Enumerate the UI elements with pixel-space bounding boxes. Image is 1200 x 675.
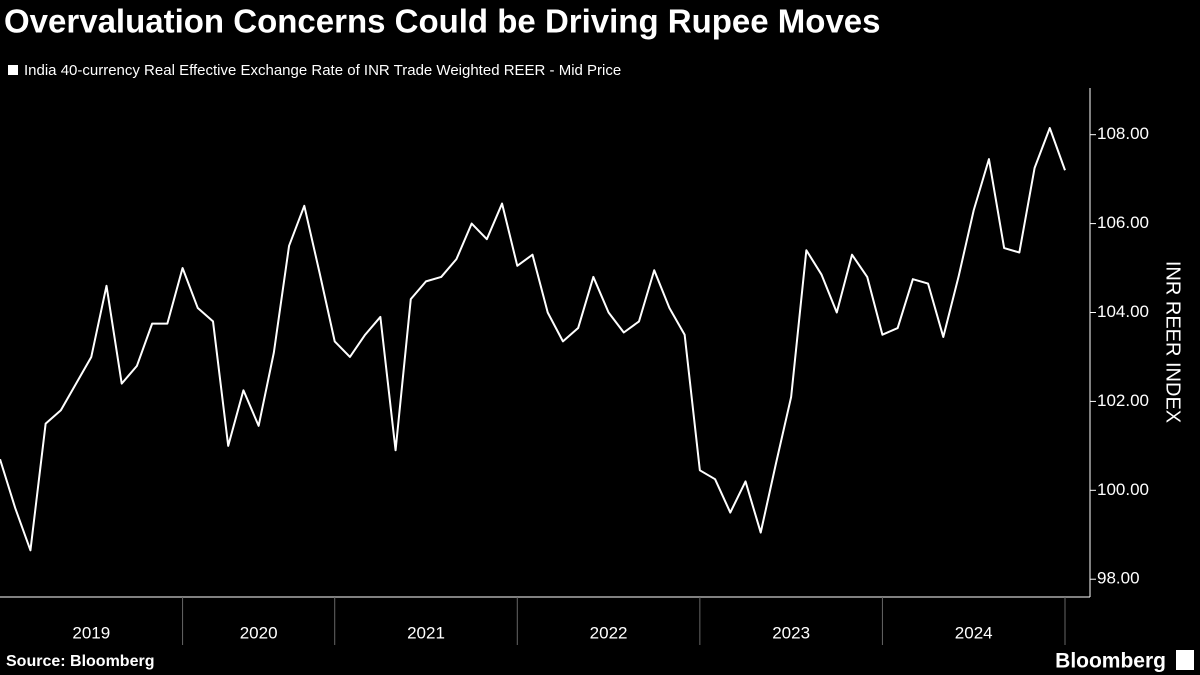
- y-axis-label: INR REER INDEX: [1162, 261, 1184, 423]
- y-tick-label: 100.00: [1097, 480, 1149, 499]
- y-tick-label: 98.00: [1097, 569, 1140, 588]
- x-tick-label: 2022: [590, 623, 628, 642]
- y-tick-label: 106.00: [1097, 213, 1149, 232]
- brand: Bloomberg: [1055, 650, 1166, 673]
- brand-icon: [1176, 650, 1194, 670]
- x-tick-label: 2024: [955, 623, 993, 642]
- x-tick-label: 2021: [407, 623, 445, 642]
- y-tick-label: 104.00: [1097, 302, 1149, 321]
- y-tick-label: 108.00: [1097, 124, 1149, 143]
- x-tick-label: 2020: [240, 623, 278, 642]
- source: Source: Bloomberg: [6, 653, 154, 670]
- y-tick-label: 102.00: [1097, 391, 1149, 410]
- x-tick-label: 2023: [772, 623, 810, 642]
- legend-swatch: [8, 65, 18, 75]
- line: [0, 127, 1066, 552]
- legend-label: India 40-currency Real Effective Exchang…: [24, 62, 621, 79]
- x-tick-label: 2019: [72, 623, 110, 642]
- chart-title: Overvaluation Concerns Could be Driving …: [4, 3, 881, 40]
